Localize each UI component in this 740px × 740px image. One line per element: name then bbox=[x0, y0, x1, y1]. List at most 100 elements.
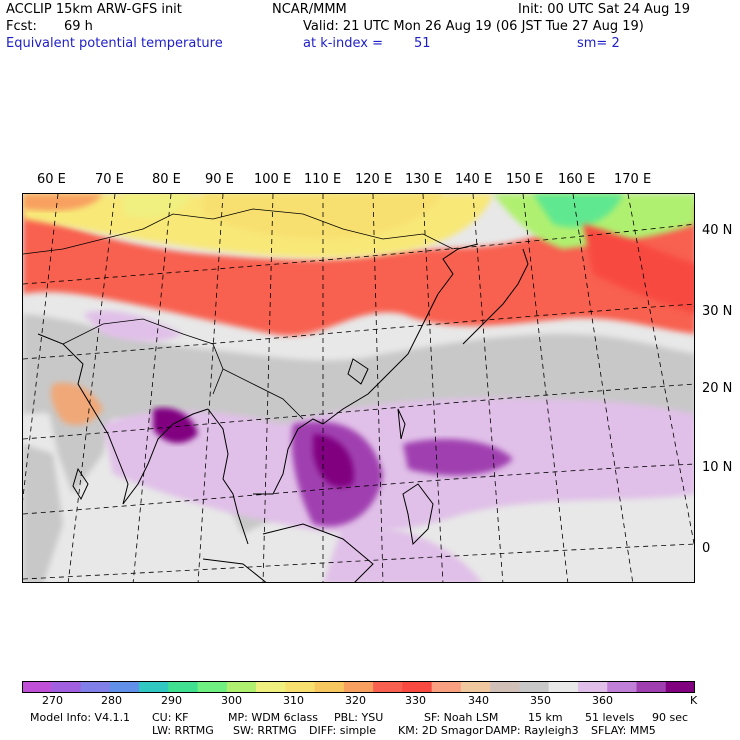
map-panel bbox=[22, 193, 695, 583]
colorbar-swatch bbox=[314, 681, 345, 693]
footer-info: SFLAY: MM5 bbox=[591, 724, 656, 737]
footer-info: Model Info: V4.1.1 bbox=[30, 711, 131, 724]
footer-info: 15 km bbox=[528, 711, 563, 724]
china-coast bbox=[322, 293, 439, 425]
lavender-patch bbox=[83, 310, 183, 342]
lon-label: 170 E bbox=[614, 172, 652, 187]
init-time: Init: 00 UTC Sat 24 Aug 19 bbox=[518, 2, 691, 17]
colorbar-swatch bbox=[168, 681, 199, 693]
sri-lanka bbox=[72, 467, 89, 501]
lon-line bbox=[472, 194, 504, 582]
taiwan bbox=[397, 408, 406, 440]
colorbar-swatch bbox=[109, 681, 140, 693]
bay-purple bbox=[153, 407, 198, 444]
japan-coast bbox=[462, 248, 529, 345]
red-band bbox=[23, 204, 694, 336]
field-name: Equivalent potential temperature bbox=[6, 36, 223, 51]
colorbar-swatch bbox=[197, 681, 228, 693]
india-west-coast bbox=[37, 333, 129, 505]
lon-label: 90 E bbox=[205, 172, 234, 187]
colorbar-swatch bbox=[548, 681, 579, 693]
lon-line bbox=[67, 194, 116, 582]
colorbar-tick-label: 290 bbox=[161, 694, 182, 707]
colorbar-swatch bbox=[402, 681, 433, 693]
mongolia-border bbox=[23, 208, 454, 255]
footer-info: CU: KF bbox=[152, 711, 189, 724]
lat-line-0 bbox=[23, 543, 694, 580]
lat-line-20 bbox=[23, 383, 694, 440]
colorbar-swatch bbox=[607, 681, 637, 693]
lon-line bbox=[627, 194, 694, 546]
lon-line bbox=[372, 194, 384, 582]
lon-line bbox=[262, 194, 274, 582]
footer-info: MP: WDM 6class bbox=[228, 711, 318, 724]
footer-info: 51 levels bbox=[585, 711, 635, 724]
lon-line bbox=[132, 194, 172, 582]
philippines bbox=[402, 483, 434, 546]
colorbar-swatch bbox=[22, 681, 52, 693]
borneo-coast bbox=[262, 523, 374, 582]
colorbar-tick-label: 350 bbox=[530, 694, 551, 707]
colorbar-swatch bbox=[285, 681, 316, 693]
myanmar-coast bbox=[207, 408, 249, 545]
lat-label: 20 N bbox=[702, 381, 733, 396]
center-label: NCAR/MMM bbox=[272, 2, 347, 17]
colorbar-unit: K bbox=[690, 694, 698, 707]
colorbar-tick-label: 320 bbox=[345, 694, 366, 707]
lat-label: 30 N bbox=[702, 304, 733, 319]
se-asia-border bbox=[222, 368, 304, 420]
colorbar-swatch bbox=[665, 681, 695, 693]
colorbar bbox=[22, 681, 695, 693]
colorbar-swatch bbox=[490, 681, 520, 693]
footer-info: SF: Noah LSM bbox=[424, 711, 499, 724]
lon-line bbox=[572, 194, 634, 582]
graticule bbox=[23, 194, 694, 582]
lon-label: 70 E bbox=[95, 172, 124, 187]
footer-info: SW: RRTMG bbox=[233, 724, 297, 737]
borders bbox=[23, 208, 454, 420]
yellow-light bbox=[123, 194, 193, 218]
lon-label: 120 E bbox=[355, 172, 393, 187]
lon-label: 140 E bbox=[455, 172, 493, 187]
colorbar-swatch bbox=[343, 681, 374, 693]
green-ne-core bbox=[533, 194, 623, 228]
footer-info: 90 sec bbox=[652, 711, 689, 724]
lon-line bbox=[422, 194, 444, 582]
lon-label: 110 E bbox=[304, 172, 342, 187]
red-east bbox=[583, 224, 694, 314]
lat-label: 40 N bbox=[702, 223, 733, 238]
theta-e-field-svg bbox=[23, 194, 694, 582]
valid-time: Valid: 21 UTC Mon 26 Aug 19 (06 JST Tue … bbox=[303, 19, 644, 34]
india-east-coast bbox=[122, 408, 209, 505]
footer-info: KM: 2D Smagor bbox=[398, 724, 484, 737]
level-value: 51 bbox=[414, 36, 431, 51]
colorbar-tick-label: 360 bbox=[592, 694, 613, 707]
colorbar-tick-label: 280 bbox=[101, 694, 122, 707]
footer-info: PBL: YSU bbox=[334, 711, 384, 724]
wpac-purple bbox=[403, 439, 513, 476]
colorbar-border bbox=[22, 681, 695, 693]
lon-label: 60 E bbox=[37, 172, 66, 187]
colorbar-swatch bbox=[636, 681, 667, 693]
colorbar-tick-label: 340 bbox=[468, 694, 489, 707]
india-warm bbox=[51, 382, 103, 426]
lon-label: 80 E bbox=[152, 172, 181, 187]
lat-label: 0 bbox=[702, 541, 711, 556]
lavender-band bbox=[103, 397, 694, 533]
colorbar-swatch bbox=[460, 681, 491, 693]
lat-line-10 bbox=[23, 463, 694, 515]
colorbar-tick-label: 310 bbox=[283, 694, 304, 707]
hainan bbox=[347, 358, 369, 385]
lat-line-30 bbox=[23, 303, 694, 360]
colorbar-swatch bbox=[373, 681, 403, 693]
lon-line bbox=[23, 194, 59, 501]
lon-label: 150 E bbox=[506, 172, 544, 187]
orange-nw bbox=[23, 194, 103, 211]
lon-label: 130 E bbox=[405, 172, 443, 187]
colorbar-swatch bbox=[51, 681, 82, 693]
colorbar-swatch bbox=[577, 681, 608, 693]
footer-info: LW: RRTMG bbox=[152, 724, 214, 737]
footer-info: DAMP: Rayleigh3 bbox=[485, 724, 579, 737]
west-grey bbox=[23, 444, 63, 582]
smoothing-label: sm= 2 bbox=[577, 36, 620, 51]
